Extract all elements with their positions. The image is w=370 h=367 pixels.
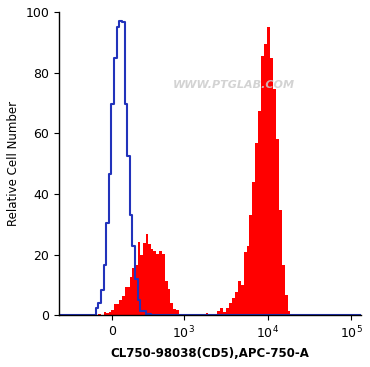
X-axis label: CL750-98038(CD5),APC-750-A: CL750-98038(CD5),APC-750-A: [111, 347, 309, 360]
Y-axis label: Relative Cell Number: Relative Cell Number: [7, 101, 20, 226]
Text: WWW.PTGLAB.COM: WWW.PTGLAB.COM: [173, 80, 295, 90]
